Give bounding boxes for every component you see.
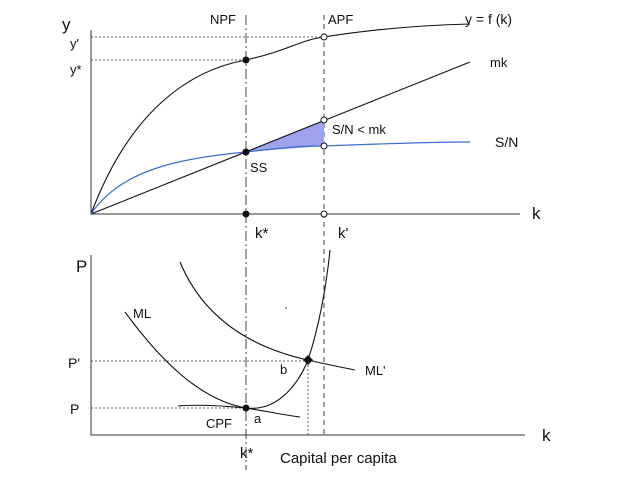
label: ML (133, 306, 151, 321)
ml-curve (124, 311, 301, 418)
mk-line (90, 61, 471, 215)
label: P (76, 257, 87, 276)
label: y = f (k) (465, 11, 512, 27)
label: k (532, 204, 541, 223)
open-points (320, 33, 328, 218)
label: a (254, 411, 262, 426)
label: ML' (365, 363, 386, 378)
point (242, 148, 250, 156)
label: y* (70, 62, 82, 77)
point (320, 210, 328, 218)
label: y' (70, 36, 79, 51)
label: P (70, 401, 79, 417)
label: k' (338, 225, 349, 242)
point (320, 142, 328, 150)
caption: Capital per capita (280, 450, 397, 467)
label: k* (255, 225, 269, 242)
cpf-curve (177, 249, 331, 409)
bottom-axes (90, 255, 525, 436)
label: SS (250, 160, 268, 175)
ml-prime-curve (179, 261, 356, 371)
points (242, 56, 313, 412)
label: CPF (206, 416, 232, 431)
label: b (280, 362, 287, 377)
label: APF (328, 12, 353, 27)
point (242, 210, 250, 218)
top-axes (90, 30, 520, 215)
savings-curve (90, 141, 471, 215)
label: S/N < mk (332, 122, 386, 137)
label: y (62, 15, 71, 34)
point (320, 116, 328, 124)
label: S/N (495, 134, 518, 150)
speck (285, 307, 287, 309)
label: mk (490, 55, 508, 70)
point (242, 56, 250, 64)
point (320, 33, 328, 41)
label: P' (68, 355, 80, 371)
label: NPF (210, 12, 236, 27)
production-curve (90, 23, 471, 215)
label: k (542, 426, 551, 445)
label: k* (240, 445, 254, 462)
